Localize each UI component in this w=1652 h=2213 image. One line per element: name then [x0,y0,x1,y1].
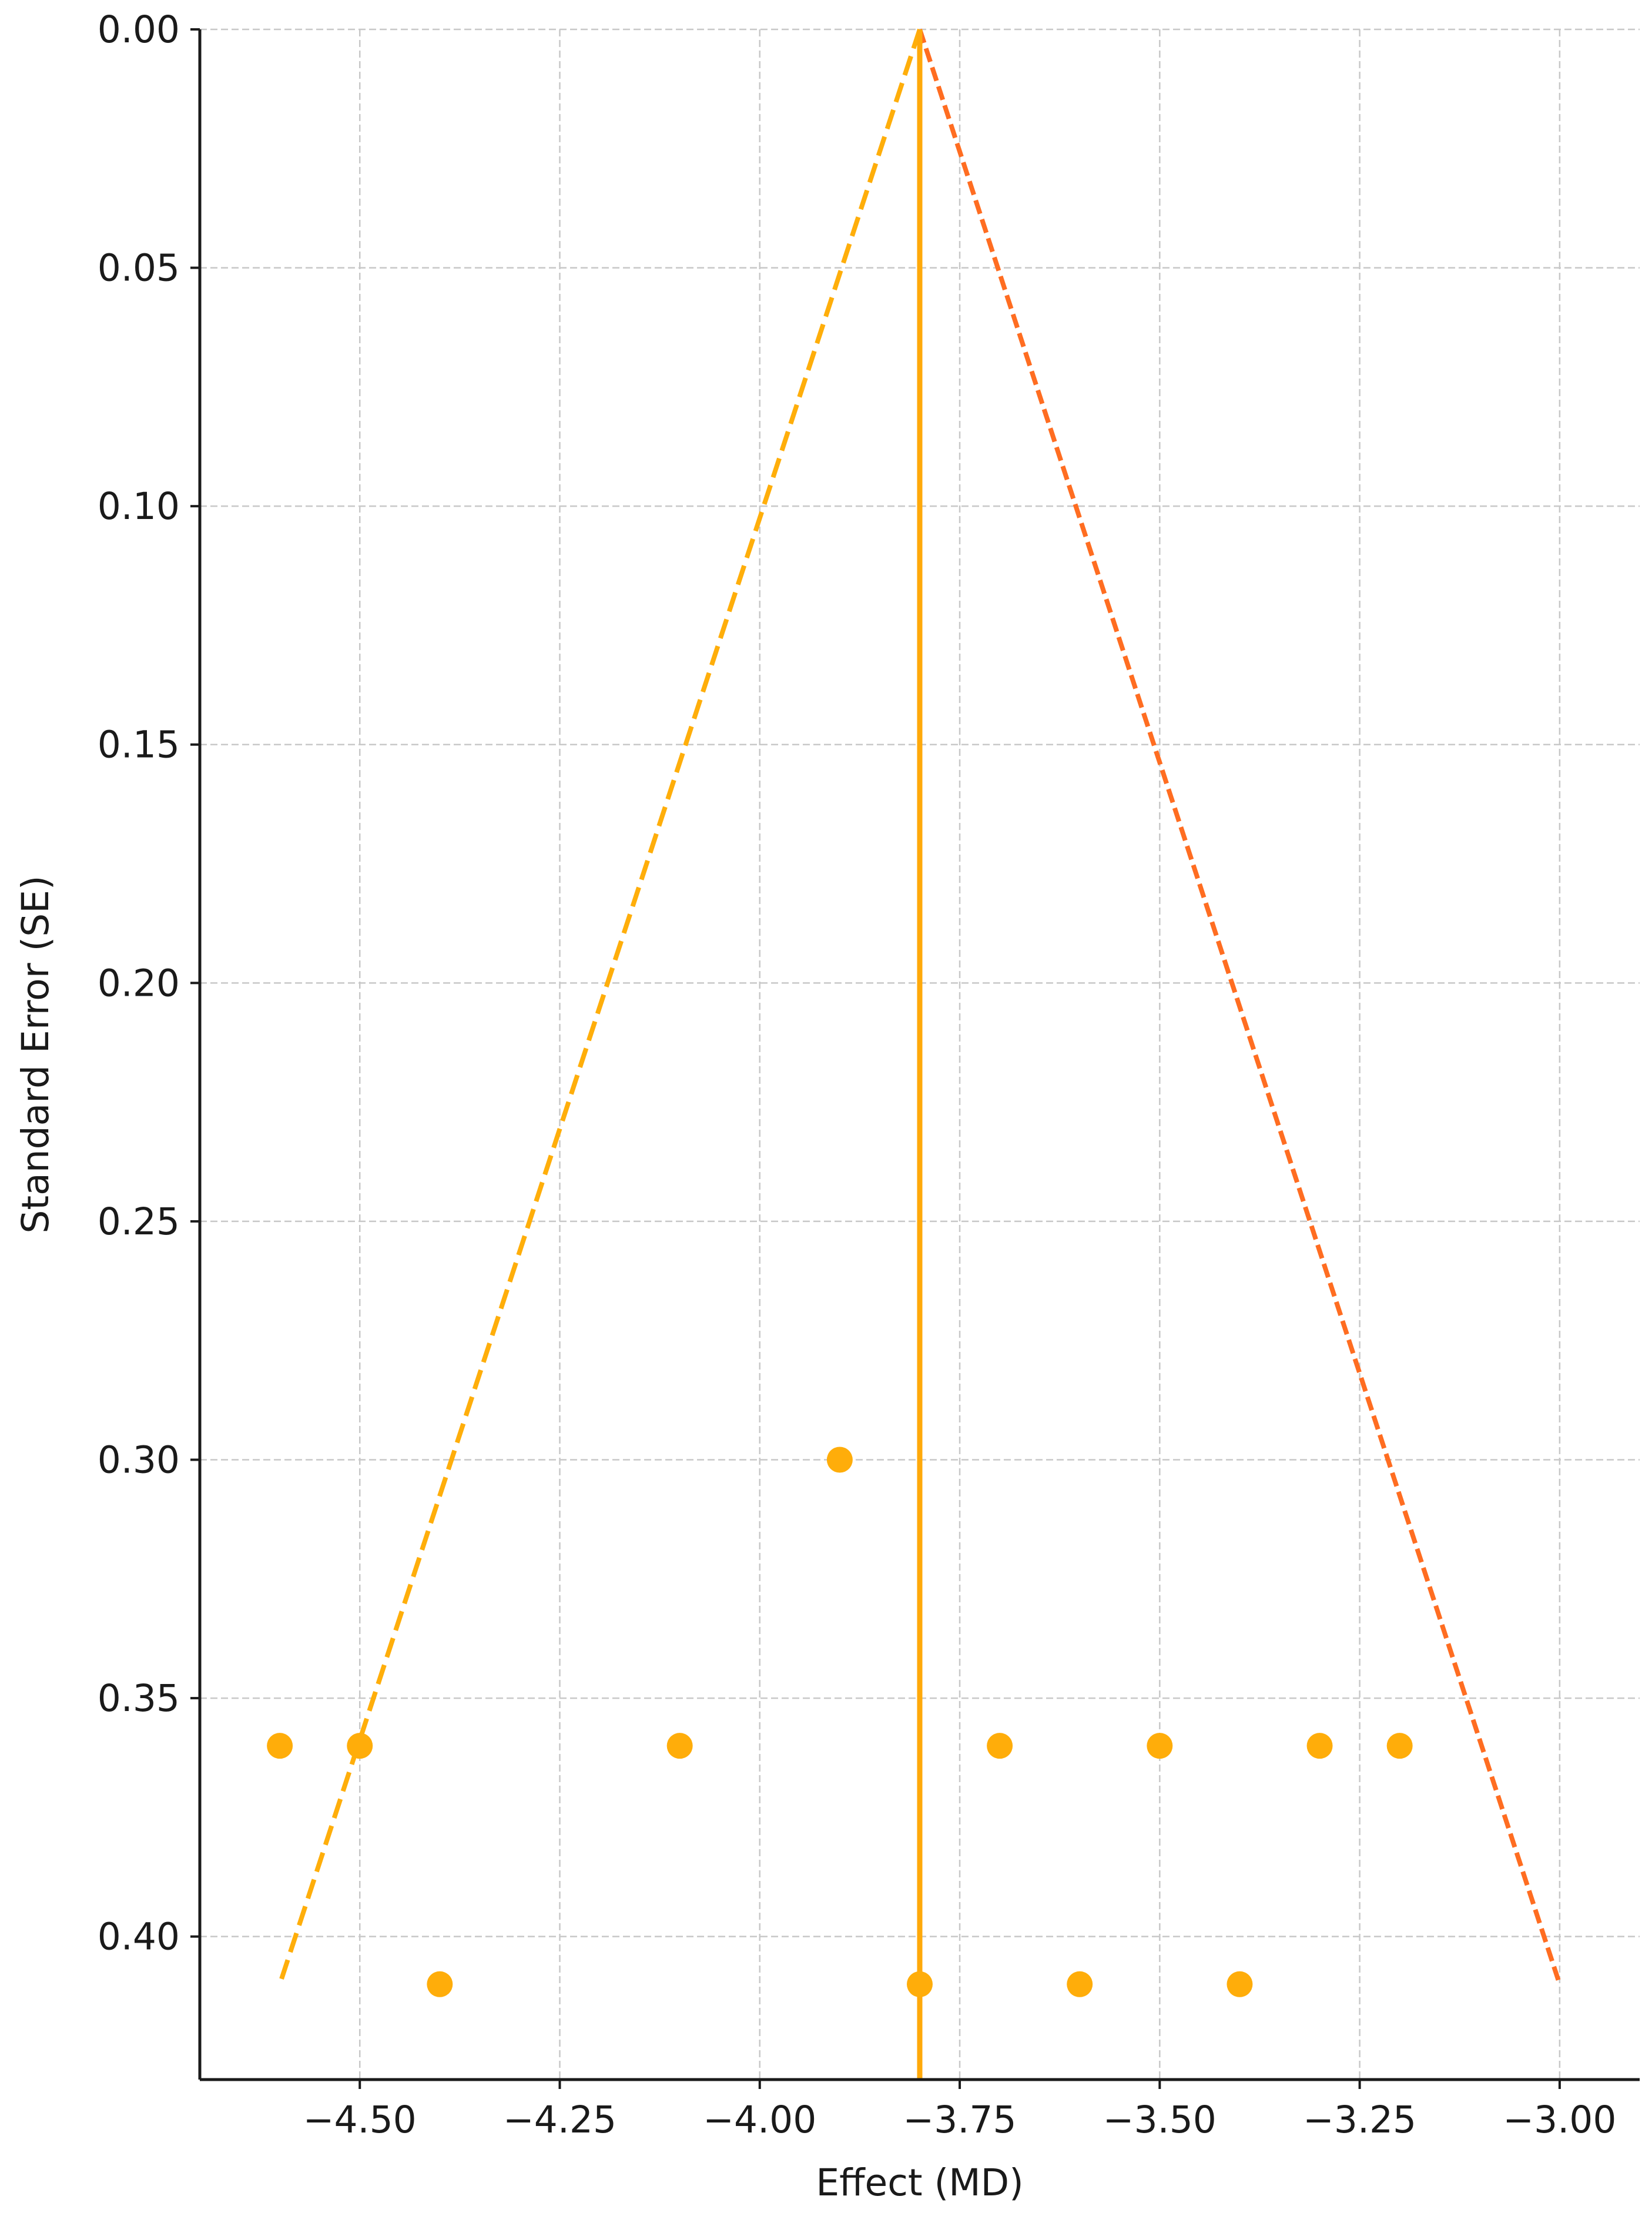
data-point [666,1733,693,1759]
y-tick-label: 0.05 [98,247,180,290]
data-point [267,1733,293,1759]
x-tick-label: −3.75 [903,2098,1017,2141]
x-tick-label: −4.00 [703,2098,816,2141]
data-point [1147,1733,1173,1759]
funnel-left-line [277,28,922,1986]
data-point [987,1733,1013,1759]
data-point [1067,1971,1093,1997]
x-tick-label: −4.25 [503,2098,616,2141]
data-point [1227,1971,1253,1997]
y-tick-label: 0.00 [98,8,180,51]
y-tick-label: 0.40 [98,1916,180,1958]
funnel-lines [277,28,1562,2080]
x-tick-label: −3.50 [1103,2098,1217,2141]
axes [190,28,1640,2089]
y-tick-label: 0.35 [98,1677,180,1720]
data-point [427,1971,453,1997]
data-point [347,1733,373,1759]
x-axis-title: Effect (MD) [816,2161,1023,2204]
data-points [267,1447,1413,1997]
y-axis-title: Standard Error (SE) [14,875,57,1233]
funnel-right-line [917,28,1562,1986]
data-point [826,1447,853,1473]
y-tick-label: 0.10 [98,485,180,528]
y-tick-label: 0.25 [98,1200,180,1243]
y-tick-label: 0.20 [98,962,180,1005]
data-point [907,1971,933,1997]
x-tick-label: −3.00 [1503,2098,1616,2141]
y-tick-label: 0.30 [98,1438,180,1481]
data-point [1306,1733,1333,1759]
data-point [1386,1733,1413,1759]
x-tick-label: −3.25 [1303,2098,1416,2141]
x-tick-label: −4.50 [303,2098,417,2141]
tick-labels: −4.50 −4.25 −4.00 −3.75 −3.50 −3.25 −3.00 0.00 0… [98,8,1617,2141]
y-tick-label: 0.15 [98,724,180,766]
